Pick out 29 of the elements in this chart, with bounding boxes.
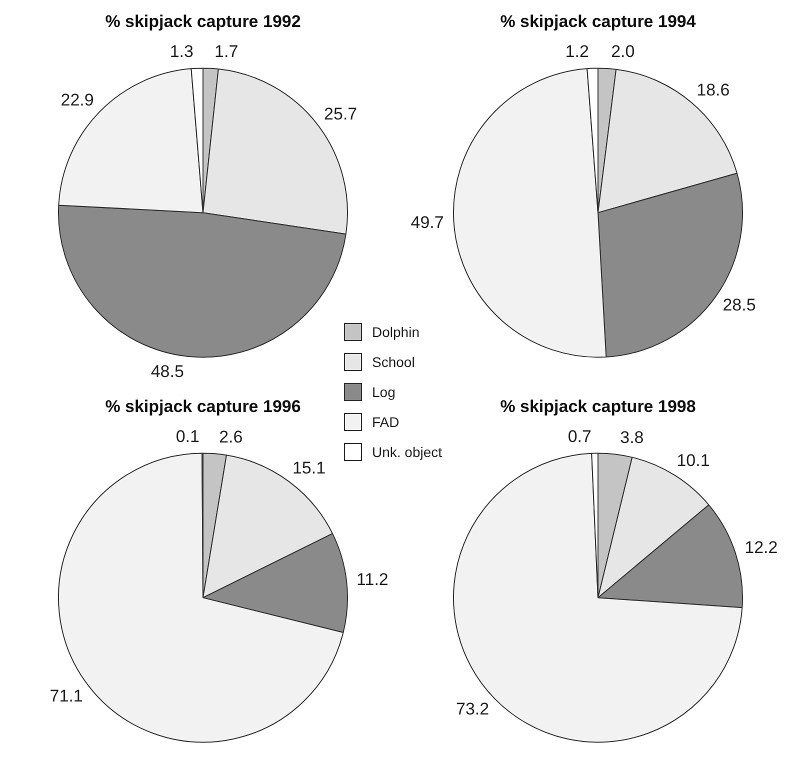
- data-label: 12.2: [744, 538, 778, 557]
- data-label: 2.6: [219, 427, 243, 446]
- data-label: 2.0: [611, 42, 635, 62]
- chart-title: % skipjack capture 1994: [500, 12, 696, 31]
- data-label: 1.3: [170, 42, 194, 62]
- data-label: 11.2: [356, 570, 388, 590]
- data-label: 1.7: [214, 42, 238, 62]
- data-label: 25.7: [324, 104, 358, 124]
- data-label: 3.8: [620, 428, 644, 448]
- legend-label: Unk. object: [372, 444, 442, 460]
- data-label: 18.6: [696, 80, 730, 100]
- data-label: 48.5: [150, 362, 184, 382]
- data-label: 0.7: [568, 426, 592, 446]
- chart-title: % skipjack capture 1996: [105, 396, 301, 416]
- data-label: 1.2: [565, 42, 589, 61]
- data-label: 10.1: [676, 451, 710, 470]
- legend-label: Log: [372, 384, 396, 400]
- data-label: 28.5: [722, 296, 756, 314]
- chart-title: % skipjack capture 1992: [105, 12, 301, 31]
- data-label: 15.1: [292, 458, 326, 478]
- data-label: 22.9: [60, 90, 94, 110]
- legend-label: Dolphin: [372, 324, 420, 340]
- legend-label: School: [372, 354, 415, 370]
- chart-title: % skipjack capture 1998: [500, 396, 696, 416]
- data-label: 71.1: [50, 686, 83, 706]
- data-label: 73.2: [456, 699, 490, 718]
- data-label: 0.1: [176, 426, 200, 446]
- legend-label: FAD: [372, 414, 400, 430]
- data-label: 49.7: [410, 212, 444, 232]
